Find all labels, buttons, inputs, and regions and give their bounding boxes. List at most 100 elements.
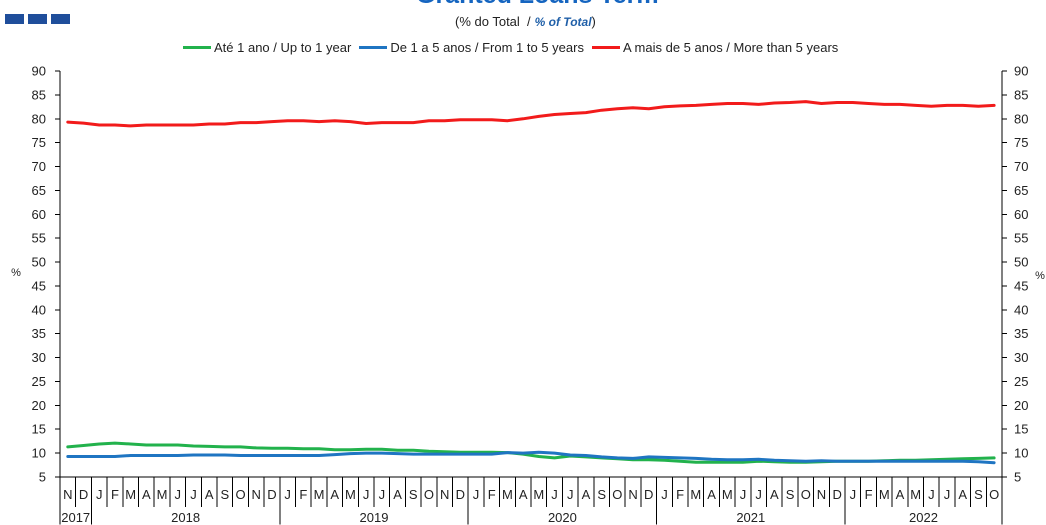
y-axis-label-left: % (11, 267, 21, 279)
month-label: M (314, 487, 325, 502)
month-label: N (817, 487, 826, 502)
y-tick-label-right: 80 (1014, 111, 1028, 126)
month-label: M (533, 487, 544, 502)
legend-line-icon (183, 46, 211, 49)
month-label: A (958, 487, 967, 502)
month-label: F (676, 487, 684, 502)
year-label: 2022 (909, 510, 938, 525)
y-tick-label-right: 45 (1014, 278, 1028, 293)
legend-item-up-to-1-year: Até 1 ano / Up to 1 year (183, 40, 351, 55)
y-tick-label-right: 55 (1014, 231, 1028, 246)
chart-legend: Até 1 ano / Up to 1 year De 1 a 5 anos /… (183, 40, 846, 55)
month-label: O (424, 487, 434, 502)
month-label: O (612, 487, 622, 502)
year-label: 2019 (360, 510, 389, 525)
y-tick-label-left: 60 (32, 207, 46, 222)
y-tick-label-right: 10 (1014, 446, 1028, 461)
month-label: A (519, 487, 528, 502)
y-tick-label-right: 50 (1014, 255, 1028, 270)
month-label: J (175, 487, 182, 502)
month-label: J (551, 487, 558, 502)
month-label: S (597, 487, 606, 502)
month-label: J (928, 487, 935, 502)
legend-label: De 1 a 5 anos / From 1 to 5 years (390, 40, 584, 55)
y-tick-label-left: 85 (32, 87, 46, 102)
y-tick-label-left: 5 (39, 470, 46, 485)
month-label: J (473, 487, 480, 502)
y-tick-label-right: 20 (1014, 398, 1028, 413)
logo-bar (51, 14, 70, 24)
y-tick-label-right: 5 (1014, 470, 1021, 485)
logo-bar (5, 14, 24, 24)
y-tick-label-left: 35 (32, 326, 46, 341)
month-label: O (989, 487, 999, 502)
y-tick-label-left: 10 (32, 446, 46, 461)
month-label: M (879, 487, 890, 502)
legend-label: A mais de 5 anos / More than 5 years (622, 40, 839, 55)
legend-item-from-1-to-5-years: De 1 a 5 anos / From 1 to 5 years (359, 40, 584, 55)
year-label: 2021 (736, 510, 765, 525)
subtitle-portuguese: (% do Total / (455, 14, 531, 29)
month-label: F (299, 487, 307, 502)
y-tick-label-right: 15 (1014, 422, 1028, 437)
month-label: M (910, 487, 921, 502)
month-label: M (690, 487, 701, 502)
month-label: J (379, 487, 386, 502)
month-label: F (111, 487, 119, 502)
legend-item-more-than-5-years: A mais de 5 anos / More than 5 years (591, 40, 839, 55)
month-label: A (770, 487, 779, 502)
y-tick-label-left: 70 (32, 159, 46, 174)
y-tick-label-right: 60 (1014, 207, 1028, 222)
month-label: F (488, 487, 496, 502)
y-axis-label-right: % (1035, 270, 1045, 282)
month-label: M (125, 487, 136, 502)
y-tick-label-right: 75 (1014, 135, 1028, 150)
y-tick-label-left: 75 (32, 135, 46, 150)
y-tick-label-right: 30 (1014, 350, 1028, 365)
chart-title: Granted Loans Term (416, 0, 659, 8)
month-label: A (896, 487, 905, 502)
month-label: J (850, 487, 857, 502)
month-label: S (786, 487, 795, 502)
month-label: A (330, 487, 339, 502)
y-tick-label-right: 40 (1014, 302, 1028, 317)
month-label: F (865, 487, 873, 502)
y-tick-label-right: 85 (1014, 87, 1028, 102)
year-label: 2020 (548, 510, 577, 525)
month-label: J (96, 487, 103, 502)
month-label: J (740, 487, 747, 502)
month-label: D (456, 487, 465, 502)
month-label: N (63, 487, 72, 502)
month-label: S (974, 487, 983, 502)
subtitle-close: ) (591, 14, 596, 29)
y-tick-label-left: 45 (32, 278, 46, 293)
month-label: N (252, 487, 261, 502)
y-tick-label-left: 65 (32, 183, 46, 198)
y-tick-label-left: 80 (32, 111, 46, 126)
y-tick-label-left: 20 (32, 398, 46, 413)
legend-label: Até 1 ano / Up to 1 year (214, 40, 352, 55)
month-label: M (345, 487, 356, 502)
month-label: D (644, 487, 653, 502)
y-tick-label-left: 30 (32, 350, 46, 365)
month-label: S (221, 487, 230, 502)
month-label: A (142, 487, 151, 502)
month-label: O (801, 487, 811, 502)
year-label: 2017 (61, 510, 90, 525)
series-line-more-than-5-years (66, 100, 996, 128)
y-tick-label-right: 25 (1014, 374, 1028, 389)
y-tick-label-right: 90 (1014, 64, 1028, 79)
y-tick-label-left: 25 (32, 374, 46, 389)
month-label: D (832, 487, 841, 502)
y-tick-label-left: 15 (32, 422, 46, 437)
y-tick-label-right: 65 (1014, 183, 1028, 198)
logo-bars-icon (5, 14, 74, 24)
month-label: N (628, 487, 637, 502)
subtitle-english: % of Total (534, 15, 592, 29)
month-label: J (944, 487, 951, 502)
y-tick-label-left: 90 (32, 64, 46, 79)
month-label: S (409, 487, 418, 502)
y-tick-label-left: 40 (32, 302, 46, 317)
logo-bar (28, 14, 47, 24)
